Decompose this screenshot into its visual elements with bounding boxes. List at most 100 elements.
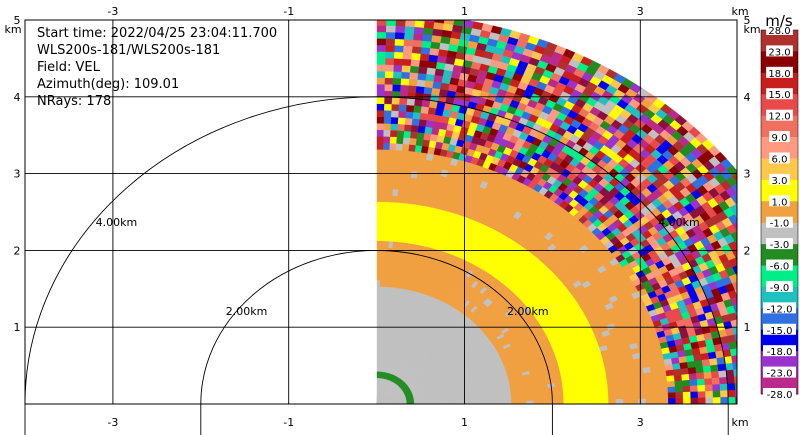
data-cell: [593, 395, 602, 401]
data-cell: [621, 374, 630, 381]
colorbar-tick-label: 28.0: [768, 26, 790, 37]
data-cell: [424, 80, 435, 89]
data-cell: [376, 96, 385, 105]
data-cell: [697, 391, 706, 399]
data-cell: [495, 396, 505, 400]
data-cell: [660, 387, 669, 394]
data-cell: [385, 64, 395, 72]
data-cell: [526, 400, 535, 404]
colorbar-label-bg: [763, 366, 796, 378]
data-cell: [679, 362, 689, 370]
data-cell: [391, 110, 400, 118]
data-cell: [682, 385, 691, 393]
data-cell: [739, 279, 749, 288]
data-cell: [376, 188, 383, 196]
data-cell: [525, 394, 534, 399]
data-cell: [392, 77, 402, 86]
data-cell: [383, 123, 392, 131]
range-rings: 2.00km 2.00km 4.00km 4.00km: [24, 96, 729, 435]
data-cell: [431, 87, 441, 96]
colorbar-tick-label: -28.0: [767, 390, 793, 401]
data-cell: [710, 364, 719, 373]
data-cell: [387, 12, 397, 19]
data-cell: [376, 129, 385, 137]
y-tick-label-left: 2: [14, 244, 21, 257]
data-cell: [728, 257, 737, 268]
data-cell: [600, 394, 609, 400]
data-cell: [607, 390, 617, 396]
data-cell: [511, 398, 520, 402]
data-cell: [740, 361, 748, 369]
data-cell: [703, 371, 713, 380]
data-cell: [385, 214, 392, 222]
data-cell: [376, 155, 384, 163]
data-cell: [395, 143, 404, 151]
data-cell: [434, 20, 445, 24]
data-cell: [645, 398, 654, 404]
data-cell: [650, 371, 660, 378]
data-cell: [397, 189, 405, 197]
data-cell: [730, 319, 737, 329]
data-cell: [376, 260, 381, 268]
data-cell: [420, 46, 431, 55]
data-cell: [730, 193, 737, 205]
x-tick-label-bottom: -1: [283, 416, 294, 429]
data-cell: [396, 136, 404, 145]
data-cell: [600, 386, 609, 392]
colorbar-label-bg: [769, 195, 790, 207]
data-cell: [744, 186, 756, 197]
data-cell: [394, 38, 405, 46]
data-cell: [540, 393, 549, 398]
data-cell: [384, 240, 390, 248]
data-cell: [748, 300, 758, 309]
colorbar-label-bg: [763, 388, 796, 399]
plot-frame: [24, 19, 738, 405]
data-cell: [615, 399, 624, 404]
data-cell: [376, 162, 384, 170]
data-cell: [627, 368, 637, 376]
data-cell: [405, 163, 414, 172]
data-cell: [376, 142, 384, 150]
data-cell: [644, 382, 654, 389]
data-cell: [577, 383, 586, 389]
data-cell: [379, 279, 384, 287]
data-cell: [407, 85, 418, 93]
colorbar-tick-label: 23.0: [768, 47, 790, 58]
data-cell: [608, 394, 617, 400]
data-cell: [743, 339, 752, 347]
data-cell: [664, 364, 674, 372]
data-cell: [732, 265, 737, 275]
data-cell: [742, 286, 752, 295]
data-cell: [717, 363, 727, 372]
data-cell: [638, 398, 647, 404]
data-cell: [408, 144, 417, 152]
data-cell: [381, 221, 387, 229]
data-cell: [376, 25, 387, 33]
data-cell: [615, 394, 624, 400]
data-cell: [410, 59, 421, 67]
data-cell: [473, 399, 482, 403]
colorbar-tick-label: -12.0: [767, 304, 793, 315]
data-cell: [739, 218, 750, 228]
data-cell: [592, 382, 601, 388]
data-cell: [630, 398, 639, 404]
data-cell: [376, 214, 382, 222]
data-cell: [540, 390, 549, 395]
data-cell: [376, 227, 382, 235]
data-cell: [686, 361, 696, 369]
data-cell: [385, 227, 391, 235]
data-cell: [389, 142, 397, 151]
data-cell: [376, 149, 384, 157]
data-cell: [578, 391, 587, 397]
data-cell: [382, 162, 390, 170]
data-cell: [740, 302, 750, 311]
range-ring-label: 4.00km: [96, 216, 138, 229]
data-cell: [645, 393, 654, 400]
data-cell: [614, 380, 623, 387]
data-cell: [383, 136, 391, 144]
data-cell: [606, 376, 615, 383]
data-cell: [563, 400, 572, 404]
data-cell: [376, 83, 386, 91]
data-cell: [694, 360, 704, 368]
